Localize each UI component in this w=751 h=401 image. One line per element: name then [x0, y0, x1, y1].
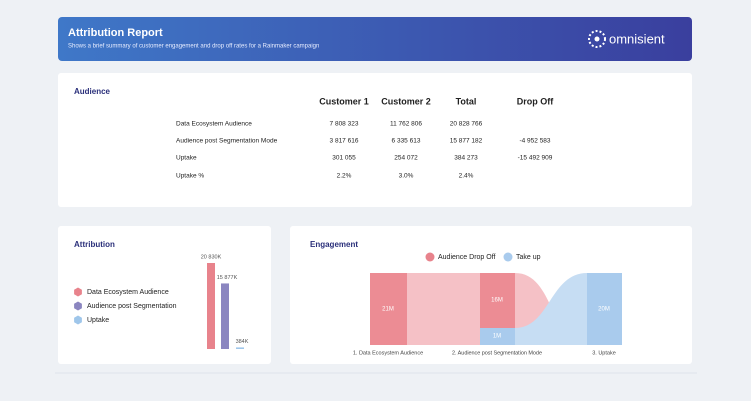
- node-label: 3. Uptake: [592, 350, 616, 356]
- attribution-title: Attribution: [74, 240, 115, 249]
- legend-label: Data Ecosystem Audience: [87, 289, 169, 296]
- flow: [407, 273, 480, 345]
- legend-swatch: [74, 287, 82, 297]
- header-title: Attribution Report: [68, 27, 163, 39]
- attribution-chart: 20 830K Data Ecosystem Audience 15 877K Aud…: [74, 254, 249, 349]
- sankey-node: [480, 328, 515, 345]
- bar-label: 384K: [236, 339, 249, 345]
- legend-swatch: [425, 252, 435, 262]
- logo-text: omnisient: [609, 31, 665, 46]
- legend-label: Uptake: [87, 317, 109, 324]
- legend-swatch: [74, 315, 82, 325]
- table-cell: 384 273: [454, 155, 478, 162]
- sankey-node: [480, 273, 515, 328]
- table-cell: 20 828 766: [450, 121, 483, 128]
- table-cell: 3.0%: [399, 173, 414, 180]
- node-value: 20M: [598, 307, 610, 313]
- table-cell: 7 808 323: [330, 121, 359, 128]
- attribution-card: [58, 226, 271, 364]
- legend-label: Audience post Segmentation: [87, 303, 177, 310]
- header-bar: [58, 17, 692, 61]
- table-cell: -4 952 583: [519, 138, 550, 145]
- node-value: 21M: [382, 307, 394, 313]
- engagement-title: Engagement: [310, 240, 358, 249]
- row-label: Uptake %: [176, 173, 204, 180]
- sankey-node: [587, 273, 622, 345]
- row-label: Uptake: [176, 155, 197, 162]
- engagement-labels: Audience Drop Off Take up 21M 1. Data Ecosy…: [353, 252, 616, 356]
- audience-title: Audience: [74, 87, 111, 96]
- flow: [515, 273, 587, 345]
- row-label: Audience post Segmentation Mode: [176, 138, 278, 145]
- column-header: Total: [456, 96, 477, 106]
- column-header: Drop Off: [517, 96, 554, 106]
- table-cell: 15 877 182: [450, 138, 483, 145]
- logo-icon: [588, 30, 606, 48]
- table-cell: 301 055: [332, 155, 356, 162]
- bar-label: 15 877K: [217, 275, 238, 281]
- row-label: Data Ecosystem Audience: [176, 121, 252, 128]
- bar: [207, 263, 215, 349]
- node-value: 16M: [491, 298, 503, 304]
- bar-label: 20 830K: [201, 254, 222, 260]
- table-cell: 2.4%: [459, 173, 474, 180]
- column-header: Customer 2: [381, 96, 431, 106]
- table-cell: -15 492 909: [518, 155, 553, 162]
- sankey-node: [370, 273, 407, 345]
- node-label: 1. Data Ecosystem Audience: [353, 350, 423, 356]
- legend-swatch: [503, 252, 513, 262]
- table-cell: 254 072: [394, 155, 418, 162]
- table-cell: 3 817 616: [330, 138, 359, 145]
- sankey-flows: [407, 273, 587, 345]
- legend-swatch: [74, 301, 82, 311]
- column-header: Customer 1: [319, 96, 369, 106]
- header-subtitle: Shows a brief summary of customer engage…: [68, 44, 319, 50]
- table-cell: 6 335 613: [392, 138, 421, 145]
- audience-card: [58, 73, 692, 207]
- bar: [236, 347, 244, 349]
- node-label: 2. Audience post Segmentation Mode: [452, 350, 542, 356]
- legend-label: Audience Drop Off: [438, 254, 496, 261]
- table-cell: 2.2%: [337, 173, 352, 180]
- audience-table: Customer 1 Customer 2 Total Drop Off Data Ec…: [176, 96, 554, 179]
- legend-label: Take up: [516, 254, 541, 261]
- node-value: 1M: [493, 334, 501, 340]
- table-cell: 11 762 806: [390, 121, 422, 128]
- bar: [221, 283, 229, 349]
